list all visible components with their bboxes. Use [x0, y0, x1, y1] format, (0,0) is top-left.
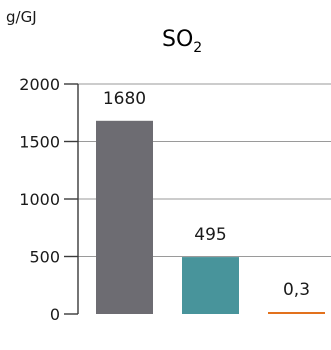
y-tick-label: 0 [50, 305, 60, 324]
bar [96, 120, 153, 314]
y-tick-label: 1000 [19, 190, 60, 209]
chart-title: SO2 [162, 27, 202, 56]
y-tick-label: 500 [29, 248, 60, 267]
bars [96, 120, 325, 314]
bar-value-label: 495 [194, 225, 226, 245]
bar [268, 312, 325, 314]
chart-title-main: SO [162, 27, 193, 52]
unit-label: g/GJ [6, 8, 37, 26]
data-labels: 1680 495 0,3 [103, 89, 310, 300]
y-axis: 0 500 1000 1500 2000 [19, 75, 79, 324]
y-tick-label: 1500 [19, 133, 60, 152]
bar-value-label: 0,3 [283, 280, 310, 300]
bar-value-label: 1680 [103, 89, 146, 109]
chart-title-subscript: 2 [193, 40, 202, 56]
y-tick-label: 2000 [19, 75, 60, 94]
bar [182, 257, 239, 314]
